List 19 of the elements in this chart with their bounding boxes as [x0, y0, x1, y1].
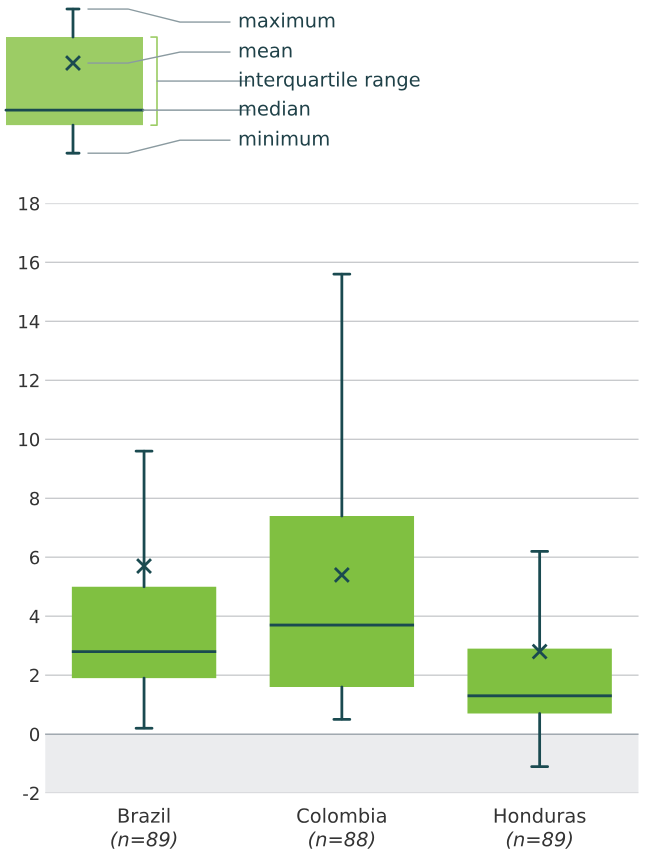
text: maximum — [240, 12, 334, 28]
x-tick-label: Colombia (n=88) — [297, 808, 386, 849]
text: interquartile range — [240, 72, 420, 91]
y-tick-label: 0 — [30, 728, 40, 742]
text: mean — [240, 46, 292, 58]
text: minimum — [240, 130, 329, 146]
y-tick-label: 14 — [19, 315, 40, 328]
text: median — [240, 100, 310, 116]
x-tick-label: Honduras (n=89) — [494, 808, 586, 849]
y-tick-label: 18 — [19, 196, 40, 211]
y-tick-label: 6 — [30, 550, 40, 564]
x-tick-label: Brazil (n=89) — [111, 808, 176, 849]
y-tick-label: -2 — [23, 786, 38, 800]
y-tick-label: 16 — [19, 256, 40, 270]
y-tick-label: 10 — [19, 432, 40, 446]
y-tick-label: 8 — [30, 492, 40, 506]
y-tick-label: 2 — [30, 668, 38, 682]
y-tick-label: 4 — [30, 610, 40, 624]
y-tick-label: 12 — [19, 374, 38, 388]
